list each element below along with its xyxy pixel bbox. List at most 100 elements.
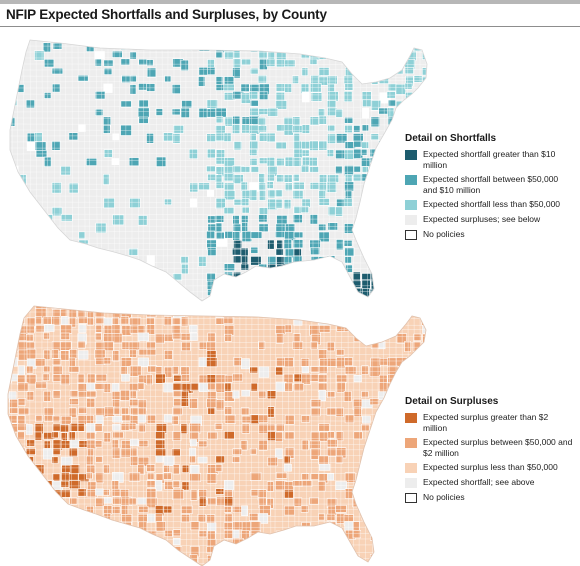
county-cell — [17, 489, 28, 497]
county-cell — [439, 256, 449, 267]
county-cell — [42, 513, 54, 520]
county-boundary — [310, 306, 313, 566]
county-cell — [146, 488, 157, 499]
county-cell — [113, 406, 121, 415]
county-cell — [378, 67, 387, 75]
county-cell — [35, 150, 48, 158]
county-cell — [259, 91, 269, 100]
county-cell — [293, 231, 304, 239]
county-cell — [258, 223, 269, 233]
county-cell — [258, 43, 267, 52]
county-cell — [283, 554, 293, 565]
county-cell — [8, 308, 12, 318]
county-cell — [379, 530, 389, 540]
county-cell — [361, 240, 371, 248]
county-cell — [430, 506, 440, 516]
county-cell — [386, 91, 396, 99]
county-cell — [87, 448, 94, 457]
county-cell — [146, 341, 156, 350]
county-cell — [309, 166, 320, 173]
county-cell — [216, 238, 228, 247]
county-cell — [284, 357, 294, 368]
county-cell — [9, 489, 18, 501]
county-cell — [26, 521, 35, 531]
county-cell — [26, 530, 35, 542]
county-cell — [292, 190, 304, 200]
county-cell — [343, 197, 353, 207]
legend-title: Detail on Shortfalls — [405, 133, 497, 144]
county-cell — [215, 157, 225, 165]
county-boundary — [10, 105, 427, 108]
county-boundary — [347, 306, 349, 566]
county-boundary — [202, 306, 205, 566]
county-cell — [309, 279, 320, 291]
county-cell — [318, 40, 330, 44]
title-divider — [0, 26, 580, 27]
county-cell — [17, 306, 26, 309]
county-cell — [319, 530, 328, 540]
county-cell — [233, 357, 242, 367]
county-cell — [128, 248, 138, 256]
county-cell — [25, 374, 37, 386]
county-cell — [95, 373, 108, 382]
county-cell — [189, 398, 198, 409]
county-cell — [343, 325, 355, 332]
county-cell — [129, 349, 137, 358]
county-cell — [60, 280, 70, 288]
county-cell — [137, 332, 150, 342]
county-cell — [326, 181, 337, 193]
county-cell — [258, 190, 266, 201]
county-cell — [8, 505, 9, 512]
county-cell — [275, 248, 284, 256]
county-cell — [146, 67, 157, 78]
county-cell — [189, 198, 197, 208]
county-cell — [17, 464, 28, 473]
county-cell — [52, 365, 63, 375]
county-cell — [155, 288, 163, 296]
county-cell — [336, 264, 344, 276]
county-cell — [344, 174, 353, 183]
county-cell — [52, 496, 60, 505]
county-cell — [378, 40, 389, 46]
county-cell — [51, 67, 64, 75]
county-cell — [129, 399, 140, 407]
county-cell — [206, 514, 216, 524]
county-cell — [207, 382, 216, 391]
county-cell — [439, 341, 449, 350]
county-cell — [387, 465, 395, 476]
county-cell — [275, 306, 287, 308]
legend-swatch — [405, 175, 417, 185]
county-cell — [94, 440, 103, 448]
county-cell — [206, 133, 216, 143]
county-cell — [34, 358, 46, 367]
county-cell — [326, 546, 336, 554]
county-cell — [241, 231, 253, 243]
county-cell — [440, 289, 450, 298]
county-cell — [250, 472, 262, 481]
county-cell — [224, 496, 234, 507]
county-cell — [129, 439, 139, 447]
county-cell — [112, 506, 121, 514]
county-boundary — [161, 40, 164, 301]
county-cell — [189, 325, 198, 333]
legend-label: Expected shortfall less than $50,000 — [423, 199, 561, 209]
county-cell — [86, 546, 97, 553]
county-cell — [387, 222, 397, 230]
county-cell — [361, 157, 371, 167]
county-cell — [318, 42, 327, 51]
county-cell — [155, 373, 166, 384]
county-cell — [327, 124, 336, 132]
county-cell — [335, 455, 344, 464]
county-cell — [378, 537, 390, 546]
county-cell — [249, 148, 258, 156]
county-cell — [172, 306, 185, 311]
county-cell — [224, 40, 233, 45]
county-cell — [352, 133, 364, 142]
county-cell — [51, 316, 61, 326]
county-cell — [249, 366, 259, 374]
shortfall-legend: Detail on Shortfalls Expected shortfall … — [405, 133, 580, 244]
county-cell — [240, 166, 251, 173]
county-cell — [421, 537, 426, 547]
county-cell — [172, 529, 181, 537]
county-cell — [60, 537, 73, 549]
